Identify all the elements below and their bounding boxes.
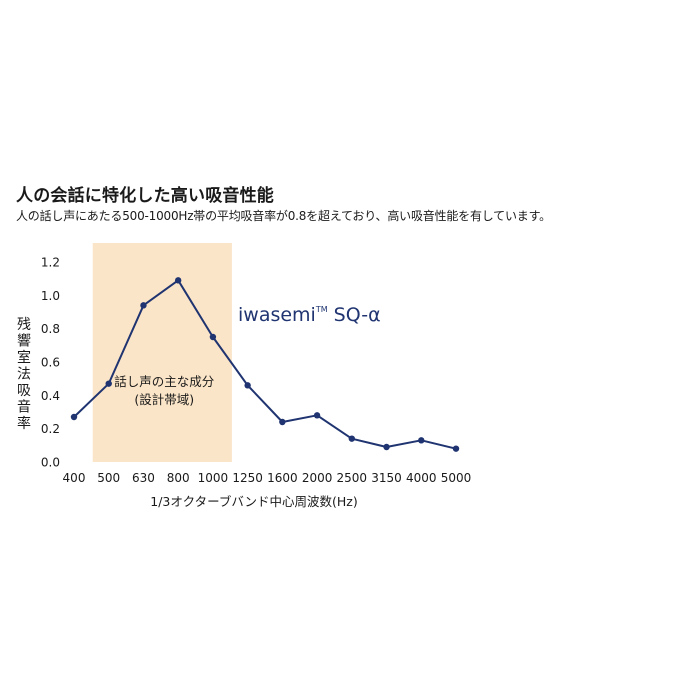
y-axis-label-char: 率 [17,415,31,432]
y-axis-ticks: 0.0 0.2 0.4 0.6 0.8 1.0 1.2 [41,256,60,470]
x-tick-label: 630 [132,471,155,485]
y-tick-label: 0.6 [41,356,60,370]
band-label: 話し声の主な成分 [114,374,214,389]
data-point [348,435,356,442]
data-point [279,418,286,426]
x-tick-label: 800 [167,471,190,485]
series-label-main: iwasemi [238,304,316,326]
data-point [209,333,217,341]
y-tick-label: 0.0 [41,456,60,470]
y-axis-label-char: 響 [17,333,31,350]
chart-subheading: 人の話し声にあたる500-1000Hz帯の平均吸音率が0.8を超えており、高い吸… [16,209,551,223]
data-point [140,302,147,309]
band-sublabel: (設計帯域) [134,392,194,407]
y-axis-label-char: 音 [17,399,31,416]
x-tick-label: 2000 [302,471,333,485]
data-point [174,277,182,284]
y-axis-label-char: 室 [17,349,31,366]
data-point [383,443,390,451]
series-label: iwasemiTM SQ-α [238,304,381,326]
y-tick-label: 0.8 [41,322,60,336]
data-point [105,380,112,387]
data-point [418,437,425,444]
data-point [244,382,251,389]
data-point [313,412,321,419]
chart-heading: 人の会話に特化した高い吸音性能 [16,186,274,206]
x-axis-ticks: 400 500 630 800 1000 1250 1600 2000 2500 3150 4000… [63,471,472,485]
x-tick-label: 1600 [267,471,298,485]
series-points [70,277,460,452]
y-tick-label: 0.4 [41,389,60,403]
series-label-trademark: TM [315,305,328,314]
y-axis-label-char: 吸 [17,383,31,399]
data-point [452,445,460,452]
x-tick-label: 400 [63,471,86,485]
series-line [73,279,457,450]
y-axis-label-char: 法 [17,367,31,383]
x-tick-label: 5000 [441,471,472,485]
y-tick-label: 0.2 [41,422,60,436]
x-tick-label: 4000 [406,471,437,485]
y-tick-label: 1.0 [41,289,60,303]
x-tick-label: 3150 [371,471,402,485]
x-axis-label: 1/3オクターブバンド中心周波数(Hz) [150,494,357,509]
series-label-suffix: SQ-α [328,304,381,326]
y-axis-label-char: 残 [17,317,31,333]
y-tick-label: 1.2 [41,256,60,270]
x-tick-label: 2500 [337,471,368,485]
design-band [92,243,232,462]
x-tick-label: 1250 [232,471,263,485]
data-point [70,413,78,421]
x-tick-label: 500 [97,471,120,485]
x-tick-label: 1000 [198,471,229,485]
